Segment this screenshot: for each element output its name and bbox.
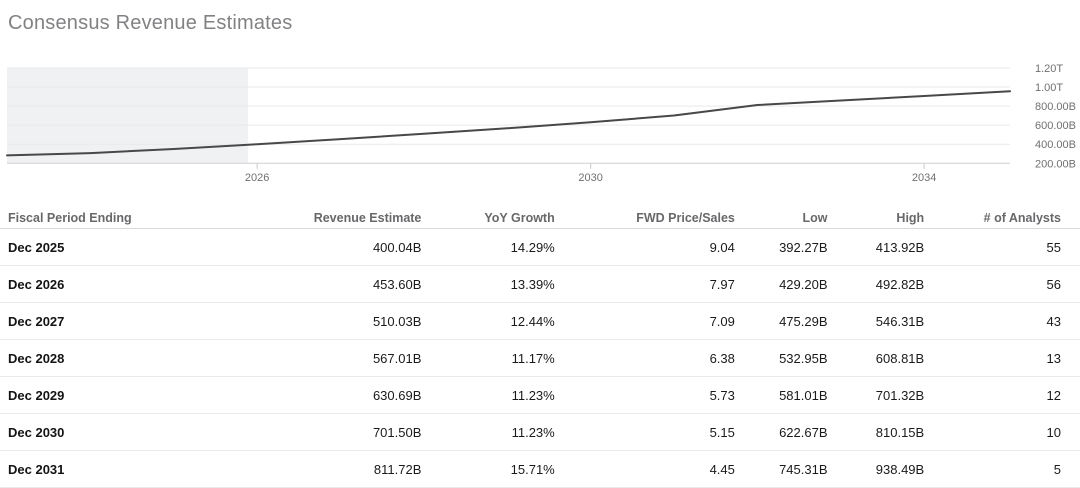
column-header: Revenue Estimate bbox=[305, 203, 422, 229]
value-cell: 12 bbox=[924, 376, 1080, 414]
value-cell: 701.50B bbox=[305, 413, 422, 451]
value-cell: 43 bbox=[924, 302, 1080, 340]
value-cell: 6.38 bbox=[554, 339, 735, 377]
past-period-shading bbox=[7, 68, 248, 164]
column-header: # of Analysts bbox=[924, 203, 1080, 229]
value-cell: 14.29% bbox=[421, 228, 555, 266]
value-cell: 810.15B bbox=[827, 413, 925, 451]
column-header: FWD Price/Sales bbox=[554, 203, 735, 229]
value-cell: 622.67B bbox=[734, 413, 828, 451]
value-cell: 811.72B bbox=[305, 450, 422, 488]
value-cell: 11.17% bbox=[421, 339, 555, 377]
column-header: Low bbox=[734, 203, 828, 229]
x-axis-label: 2034 bbox=[912, 172, 936, 184]
x-axis-label: 2026 bbox=[245, 172, 269, 184]
value-cell: 581.01B bbox=[734, 376, 828, 414]
table-row: Dec 2030 701.50B 11.23% 5.15 622.67B 810.15B 1… bbox=[0, 413, 1080, 451]
section-title: Consensus Revenue Estimates bbox=[8, 12, 293, 34]
value-cell: 701.32B bbox=[827, 376, 925, 414]
value-cell: 7.09 bbox=[554, 302, 735, 340]
value-cell: 492.82B bbox=[827, 265, 925, 303]
revenue-estimates-chart: 200.00B 400.00B 600.00B 800.00B 1.00T 1.20T 20… bbox=[6, 63, 1076, 184]
value-cell: 55 bbox=[924, 228, 1080, 266]
value-cell: 13 bbox=[924, 339, 1080, 377]
value-cell: 429.20B bbox=[734, 265, 828, 303]
estimates-table: Fiscal Period Ending Revenue Estimate YoY … bbox=[0, 203, 1080, 488]
y-axis-label: 200.00B bbox=[1035, 158, 1076, 170]
value-cell: 510.03B bbox=[305, 302, 422, 340]
value-cell: 400.04B bbox=[305, 228, 422, 266]
value-cell: 15.71% bbox=[421, 450, 555, 488]
value-cell: 745.31B bbox=[734, 450, 828, 488]
value-cell: 12.44% bbox=[421, 302, 555, 340]
value-cell: 608.81B bbox=[827, 339, 925, 377]
value-cell: 9.04 bbox=[554, 228, 735, 266]
value-cell: 453.60B bbox=[305, 265, 422, 303]
value-cell: 532.95B bbox=[734, 339, 828, 377]
value-cell: 630.69B bbox=[305, 376, 422, 414]
value-cell: 4.45 bbox=[554, 450, 735, 488]
table-row: Dec 2031 811.72B 15.71% 4.45 745.31B 938.49B 5 bbox=[0, 450, 1080, 488]
fiscal-period-cell: Dec 2026 bbox=[0, 265, 306, 303]
y-axis-label: 1.00T bbox=[1035, 82, 1063, 94]
value-cell: 567.01B bbox=[305, 339, 422, 377]
x-axis-label: 2030 bbox=[578, 172, 602, 184]
table-row: Dec 2027 510.03B 12.44% 7.09 475.29B 546.31B 4… bbox=[0, 302, 1080, 340]
value-cell: 5 bbox=[924, 450, 1080, 488]
y-axis-label: 1.20T bbox=[1035, 63, 1063, 75]
value-cell: 11.23% bbox=[421, 376, 555, 414]
fiscal-period-cell: Dec 2025 bbox=[0, 228, 306, 266]
table-row: Dec 2028 567.01B 11.17% 6.38 532.95B 608.81B 1… bbox=[0, 339, 1080, 377]
value-cell: 546.31B bbox=[827, 302, 925, 340]
table-header-row: Fiscal Period Ending Revenue Estimate YoY … bbox=[0, 203, 1080, 229]
value-cell: 10 bbox=[924, 413, 1080, 451]
fiscal-period-cell: Dec 2031 bbox=[0, 450, 306, 488]
value-cell: 392.27B bbox=[734, 228, 828, 266]
fiscal-period-cell: Dec 2030 bbox=[0, 413, 306, 451]
value-cell: 7.97 bbox=[554, 265, 735, 303]
y-axis-label: 600.00B bbox=[1035, 120, 1076, 132]
revenue-estimate-line bbox=[6, 90, 1011, 157]
value-cell: 475.29B bbox=[734, 302, 828, 340]
value-cell: 56 bbox=[924, 265, 1080, 303]
table-row: Dec 2029 630.69B 11.23% 5.73 581.01B 701.32B 1… bbox=[0, 376, 1080, 414]
column-header: Fiscal Period Ending bbox=[0, 203, 306, 229]
value-cell: 938.49B bbox=[827, 450, 925, 488]
table-row: Dec 2026 453.60B 13.39% 7.97 429.20B 492.82B 5… bbox=[0, 265, 1080, 303]
value-cell: 11.23% bbox=[421, 413, 555, 451]
column-header: High bbox=[827, 203, 925, 229]
y-axis-label: 800.00B bbox=[1035, 101, 1076, 113]
table-row: Dec 2025 400.04B 14.29% 9.04 392.27B 413.92B 5… bbox=[0, 228, 1080, 266]
y-axis-label: 400.00B bbox=[1035, 139, 1076, 151]
fiscal-period-cell: Dec 2028 bbox=[0, 339, 306, 377]
value-cell: 13.39% bbox=[421, 265, 555, 303]
table-body: Dec 2025 400.04B 14.29% 9.04 392.27B 413.92B 5… bbox=[0, 228, 1080, 488]
value-cell: 5.73 bbox=[554, 376, 735, 414]
value-cell: 413.92B bbox=[827, 228, 925, 266]
fiscal-period-cell: Dec 2027 bbox=[0, 302, 306, 340]
fiscal-period-cell: Dec 2029 bbox=[0, 376, 306, 414]
column-header: YoY Growth bbox=[421, 203, 555, 229]
value-cell: 5.15 bbox=[554, 413, 735, 451]
